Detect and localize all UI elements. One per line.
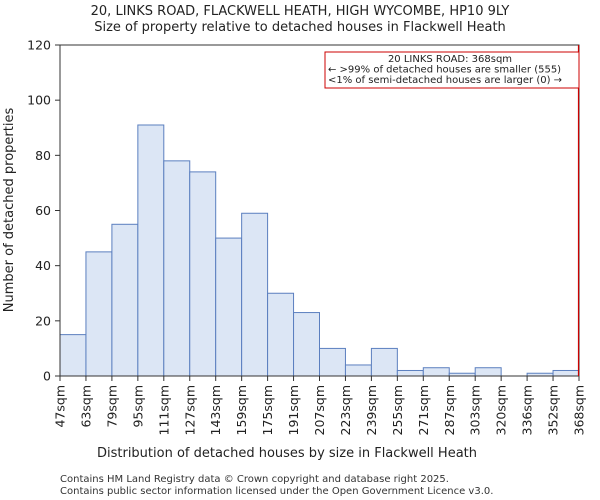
histogram-bar-95sqm: [137, 124, 165, 377]
footer-line-2: Contains public sector information licen…: [60, 486, 493, 497]
annotation-line-3: <1% of semi-detached houses are larger (…: [328, 75, 562, 86]
x-tick-label-287sqm: 287sqm: [442, 385, 457, 435]
x-tick-label-303sqm: 303sqm: [468, 385, 483, 435]
histogram-bar-207sqm: [319, 347, 346, 377]
chart-subtitle: Size of property relative to detached ho…: [94, 20, 506, 35]
y-tick-label: 40: [35, 258, 51, 273]
x-tick-label-255sqm: 255sqm: [390, 385, 405, 435]
y-axis-label: Number of detached properties: [2, 108, 17, 313]
y-tick-label: 120: [27, 38, 51, 53]
x-tick-label-95sqm: 95sqm: [130, 385, 145, 428]
x-tick-label-175sqm: 175sqm: [260, 385, 275, 435]
x-tick-label-63sqm: 63sqm: [78, 385, 93, 428]
histogram-bar-175sqm: [267, 292, 295, 377]
x-tick-label-47sqm: 47sqm: [53, 385, 68, 428]
histogram-bar-143sqm: [215, 237, 243, 377]
annotation-box: 20 LINKS ROAD: 368sqm ← >99% of detached…: [324, 51, 580, 89]
x-tick-label-127sqm: 127sqm: [182, 385, 197, 435]
histogram-bar-255sqm: [396, 369, 424, 377]
histogram-bar-352sqm: [552, 369, 580, 377]
histogram-bar-223sqm: [344, 364, 372, 377]
x-tick-label-320sqm: 320sqm: [494, 385, 509, 435]
histogram-bar-63sqm: [85, 251, 113, 377]
histogram-bar-271sqm: [422, 367, 450, 377]
histogram-bar-303sqm: [474, 367, 502, 377]
x-ticks-group: 47sqm 63sqm 79sqm 95sqm 111sqm 127sqm 143sqm 15…: [53, 376, 587, 435]
y-tick-label: 80: [35, 148, 51, 163]
histogram-bar-239sqm: [370, 347, 398, 377]
annotation-line-2: ← >99% of detached houses are smaller (5…: [328, 65, 561, 76]
y-tick-label: 20: [35, 313, 51, 328]
annotation-line-1: 20 LINKS ROAD: 368sqm: [388, 54, 512, 65]
y-tick-label: 100: [27, 93, 51, 108]
bars-group: [59, 124, 580, 377]
x-tick-label-159sqm: 159sqm: [234, 385, 249, 435]
x-tick-label-207sqm: 207sqm: [312, 385, 327, 435]
x-axis-label: Distribution of detached houses by size …: [97, 446, 477, 461]
x-tick-label-191sqm: 191sqm: [286, 385, 301, 435]
histogram-bar-111sqm: [163, 160, 191, 377]
x-tick-label-223sqm: 223sqm: [338, 385, 353, 435]
x-tick-label-143sqm: 143sqm: [208, 385, 223, 435]
x-tick-label-368sqm: 368sqm: [572, 385, 587, 435]
y-tick-label: 60: [35, 203, 51, 218]
x-tick-label-79sqm: 79sqm: [104, 385, 119, 428]
histogram-bar-191sqm: [293, 312, 320, 377]
y-tick-label: 0: [43, 369, 51, 384]
x-tick-label-336sqm: 336sqm: [520, 385, 535, 435]
histogram-bar-79sqm: [111, 223, 139, 377]
x-tick-label-271sqm: 271sqm: [416, 385, 431, 435]
y-ticks-group: 0 20 40 60 80 100 120: [27, 38, 60, 384]
histogram-bar-159sqm: [241, 212, 269, 377]
chart-title: 20, LINKS ROAD, FLACKWELL HEATH, HIGH WY…: [91, 4, 510, 19]
histogram-bar-47sqm: [59, 334, 87, 377]
x-tick-label-111sqm: 111sqm: [156, 385, 171, 435]
x-tick-label-239sqm: 239sqm: [364, 385, 379, 435]
x-tick-label-352sqm: 352sqm: [546, 385, 561, 435]
histogram-bar-127sqm: [189, 171, 217, 377]
footer-line-1: Contains HM Land Registry data © Crown c…: [60, 474, 449, 485]
